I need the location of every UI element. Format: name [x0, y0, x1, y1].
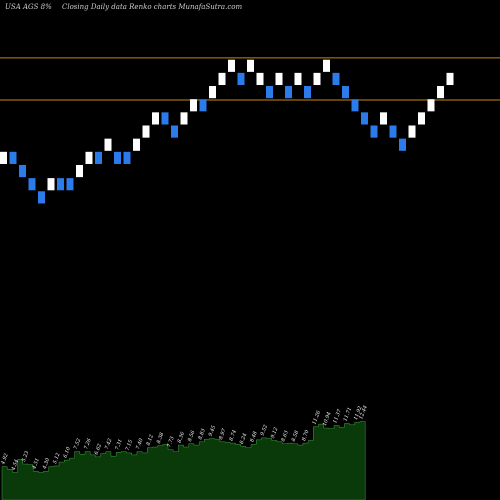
volume-label: 4.92	[0, 453, 10, 466]
renko-brick-up	[209, 86, 216, 99]
volume-label: 6.62	[94, 443, 103, 456]
renko-brick-down	[332, 72, 340, 86]
renko-brick-up	[427, 99, 435, 112]
volume-label: 8.97	[218, 427, 228, 440]
renko-brick-up	[437, 86, 444, 99]
header-symbol: USA AGS 8%	[5, 3, 52, 11]
volume-label: 6.10	[63, 446, 73, 459]
volume-label: 9.52	[260, 424, 269, 437]
volume-label: 7.52	[73, 438, 82, 451]
volume-label: 8.56	[187, 429, 197, 442]
renko-brick-up	[228, 59, 235, 72]
volume-label: 8.24	[239, 433, 248, 446]
volume-label: 5.23	[21, 450, 30, 463]
renko-brick-down	[28, 178, 36, 191]
renko-brick-up	[313, 72, 321, 86]
renko-brick-down	[57, 178, 64, 191]
renko-brick-up	[418, 112, 425, 125]
renko-brick-down	[304, 86, 311, 99]
renko-brick-up	[218, 72, 226, 86]
volume-label: 7.73	[166, 436, 175, 449]
renko-brick-down	[66, 178, 74, 191]
volume-label: 4.54	[10, 459, 20, 472]
renko-brick-up	[190, 99, 197, 112]
reference-lines	[0, 57, 500, 101]
renko-brick-down	[123, 151, 131, 164]
renko-brick-down	[266, 86, 273, 99]
volume-label: 8.12	[146, 434, 155, 447]
renko-brick-up	[142, 125, 150, 138]
renko-brick-down	[285, 86, 292, 99]
volume-label: 8.58	[291, 430, 300, 443]
renko-brick-down	[370, 125, 378, 138]
volume-value-labels: 4.92 4.545.234.51 4.30 5.12 6.107.52 7.26 6.62…	[0, 405, 369, 472]
renko-brick-down	[361, 112, 368, 125]
renko-brick-down	[19, 164, 26, 178]
header-caption: Closing Daily data Renko charts MunafaSu…	[62, 3, 242, 11]
volume-label: 11.71	[343, 407, 354, 423]
renko-brick-down	[171, 125, 178, 138]
renko-brick-down	[38, 191, 45, 204]
volume-label: 8.74	[229, 429, 238, 442]
renko-brick-down	[351, 99, 359, 112]
volume-label: 4.51	[31, 457, 41, 470]
volume-label: 7.42	[104, 438, 113, 451]
renko-brick-down	[399, 138, 406, 151]
volume-label: 8.38	[156, 432, 165, 445]
renko-brick-up	[104, 138, 112, 151]
renko-brick-down	[114, 151, 121, 164]
renko-brick-up	[133, 138, 140, 151]
renko-brick-down	[161, 112, 169, 125]
renko-brick-up	[275, 72, 283, 86]
volume-label: 11.37	[332, 408, 343, 424]
renko-brick-down	[389, 125, 397, 138]
renko-brick-down	[199, 99, 207, 112]
renko-brick-up	[47, 178, 55, 191]
renko-brick-up	[256, 72, 264, 86]
renko-brick-down	[342, 86, 349, 99]
volume-label: 8.63	[280, 430, 289, 443]
renko-brick-up	[408, 125, 416, 138]
renko-brick-up	[247, 59, 254, 72]
renko-brick-up	[446, 72, 454, 86]
volume-label: 10.94	[322, 411, 333, 427]
volume-area	[1, 421, 366, 500]
renko-bricks	[0, 59, 454, 204]
renko-brick-down	[237, 72, 245, 86]
volume-label: 7.31	[114, 438, 123, 451]
renko-brick-down	[95, 151, 102, 164]
renko-brick-up	[380, 112, 387, 125]
volume-label: 7.26	[83, 437, 93, 450]
volume-label: 8.48	[249, 431, 258, 444]
renko-brick-up	[85, 151, 93, 164]
volume-label: 9.12	[270, 427, 279, 440]
volume-label: 4.30	[41, 457, 51, 471]
volume-label: 11.92	[353, 405, 364, 421]
volume-label: 8.70	[301, 429, 311, 442]
volume-label: 5.12	[52, 452, 61, 465]
volume-panel	[1, 421, 366, 500]
renko-brick-up	[0, 151, 7, 164]
renko-brick-up	[76, 164, 83, 178]
renko-brick-up	[180, 112, 188, 125]
volume-label: 12.44	[358, 405, 369, 421]
volume-label: 11.26	[312, 409, 323, 425]
volume-label: 7.15	[125, 439, 134, 452]
renko-brick-up	[152, 112, 159, 125]
renko-brick-down	[9, 151, 17, 164]
volume-label: 7.40	[135, 437, 145, 450]
renko-brick-up	[323, 59, 330, 72]
volume-label: 9.45	[208, 425, 217, 438]
volume-label: 8.83	[197, 428, 206, 441]
volume-label: 8.36	[177, 430, 187, 443]
renko-brick-up	[294, 72, 302, 86]
